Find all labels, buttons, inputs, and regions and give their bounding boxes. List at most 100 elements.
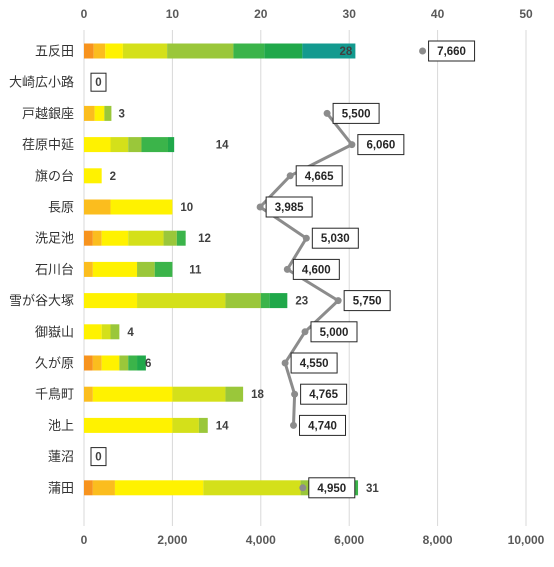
bar-segment [92, 386, 173, 402]
bar-segment [264, 43, 303, 59]
stacked-bars [84, 43, 359, 496]
bar-segment [128, 230, 164, 246]
bottom-axis: 0 2,000 4,000 6,000 8,000 10,000 [81, 533, 545, 547]
line-segment [283, 330, 307, 365]
point-label: 4,740 [308, 420, 337, 432]
line-segment [292, 392, 297, 427]
point-label: 4,950 [317, 483, 346, 495]
bar-segment [84, 293, 138, 309]
bar-segment [84, 261, 93, 277]
bar-segment [101, 324, 111, 340]
bar-total-label: 23 [295, 296, 308, 308]
bar-segment [128, 355, 138, 371]
bar-segment [110, 137, 129, 153]
line-point [302, 234, 310, 242]
bar-total-label: 14 [216, 420, 229, 432]
line-point [299, 484, 307, 492]
point-label: 5,500 [342, 108, 371, 120]
bar-segment [84, 199, 111, 215]
point-label: 5,750 [353, 296, 382, 308]
category-label: 池上 [48, 419, 74, 434]
bar-segment [110, 199, 173, 215]
bar-segment [94, 105, 105, 121]
point-label-box [290, 352, 338, 374]
bar-total-label: 4 [127, 327, 134, 339]
bar-segment [84, 417, 173, 433]
bar-total-label: 10 [180, 202, 193, 214]
bar-segment [233, 43, 265, 59]
bar-segment [172, 386, 226, 402]
category-label: 石川台 [35, 263, 74, 278]
bar-segment [104, 105, 112, 121]
top-tick-label: 0 [81, 7, 88, 21]
point-label-box [292, 258, 340, 280]
point-label: 5,030 [321, 233, 350, 245]
point-label: 4,765 [309, 389, 338, 401]
bar-segment [110, 324, 120, 340]
bar-segment [84, 386, 93, 402]
point-label: 4,665 [305, 171, 334, 183]
bar-total-label: 0 [95, 452, 101, 464]
line-point [348, 141, 356, 149]
bar-segment [92, 230, 102, 246]
bar-segment [93, 43, 106, 59]
category-label: 雪が谷大塚 [9, 294, 74, 309]
bar-segment [92, 261, 138, 277]
category-label: 長原 [48, 201, 74, 216]
point-label: 4,550 [300, 358, 329, 370]
bar-segment [198, 417, 208, 433]
top-tick-label: 30 [343, 7, 357, 21]
bar-segment [84, 230, 93, 246]
category-labels: 五反田大崎広小路戸越銀座荏原中延旗の台長原洗足池石川台雪が谷大塚御嶽山久が原千鳥… [9, 45, 74, 497]
category-label: 久が原 [35, 357, 74, 372]
bar-segment [167, 137, 175, 153]
bar-segment [260, 293, 270, 309]
point-label-box [299, 414, 347, 436]
bar-total-label: 0 [95, 77, 101, 89]
bottom-tick-label: 8,000 [423, 533, 453, 547]
bottom-tick-label: 6,000 [334, 533, 364, 547]
line-point [301, 328, 309, 336]
point-label-box [265, 196, 313, 218]
line-segment [325, 111, 354, 147]
bar-segment [105, 43, 123, 59]
bar-total-label: 2 [110, 171, 116, 183]
bar-segment [154, 261, 173, 277]
bar-segment [122, 43, 168, 59]
line-point [291, 390, 299, 398]
bottom-tick-label: 10,000 [508, 533, 545, 547]
bar-segment [84, 355, 93, 371]
bar-total-label: 3 [119, 108, 125, 120]
bar-total-label: 12 [198, 233, 211, 245]
bar-total-label: 28 [340, 46, 353, 58]
bar-segment [101, 230, 129, 246]
category-label: 旗の台 [35, 168, 74, 184]
bar-total-label: 14 [216, 140, 229, 152]
bar-segment [137, 293, 226, 309]
category-label: 戸越銀座 [22, 107, 74, 122]
zero-label-box [90, 447, 107, 467]
bar-segment [92, 480, 115, 496]
bar-segment [269, 293, 288, 309]
zero-label-box [90, 72, 107, 92]
bar-segment [128, 137, 142, 153]
point-label-box [428, 40, 476, 62]
line-point [286, 172, 294, 180]
bar-segment [137, 355, 146, 371]
category-label: 蓮沼 [48, 450, 74, 465]
bar-total-label: 11 [189, 264, 202, 276]
bar-segment [225, 293, 261, 309]
bar-segment [84, 137, 111, 153]
category-label: 千鳥町 [35, 388, 74, 403]
bar-segment [84, 480, 93, 496]
category-label: 洗足池 [35, 232, 74, 247]
line-point [283, 265, 291, 273]
bottom-tick-label: 0 [81, 533, 88, 547]
point-label-box [300, 383, 348, 405]
category-label: 大崎広小路 [9, 75, 74, 91]
bar-segment [176, 230, 186, 246]
category-label: 五反田 [35, 45, 74, 60]
bottom-tick-label: 2,000 [157, 533, 187, 547]
bar-segment [101, 355, 120, 371]
